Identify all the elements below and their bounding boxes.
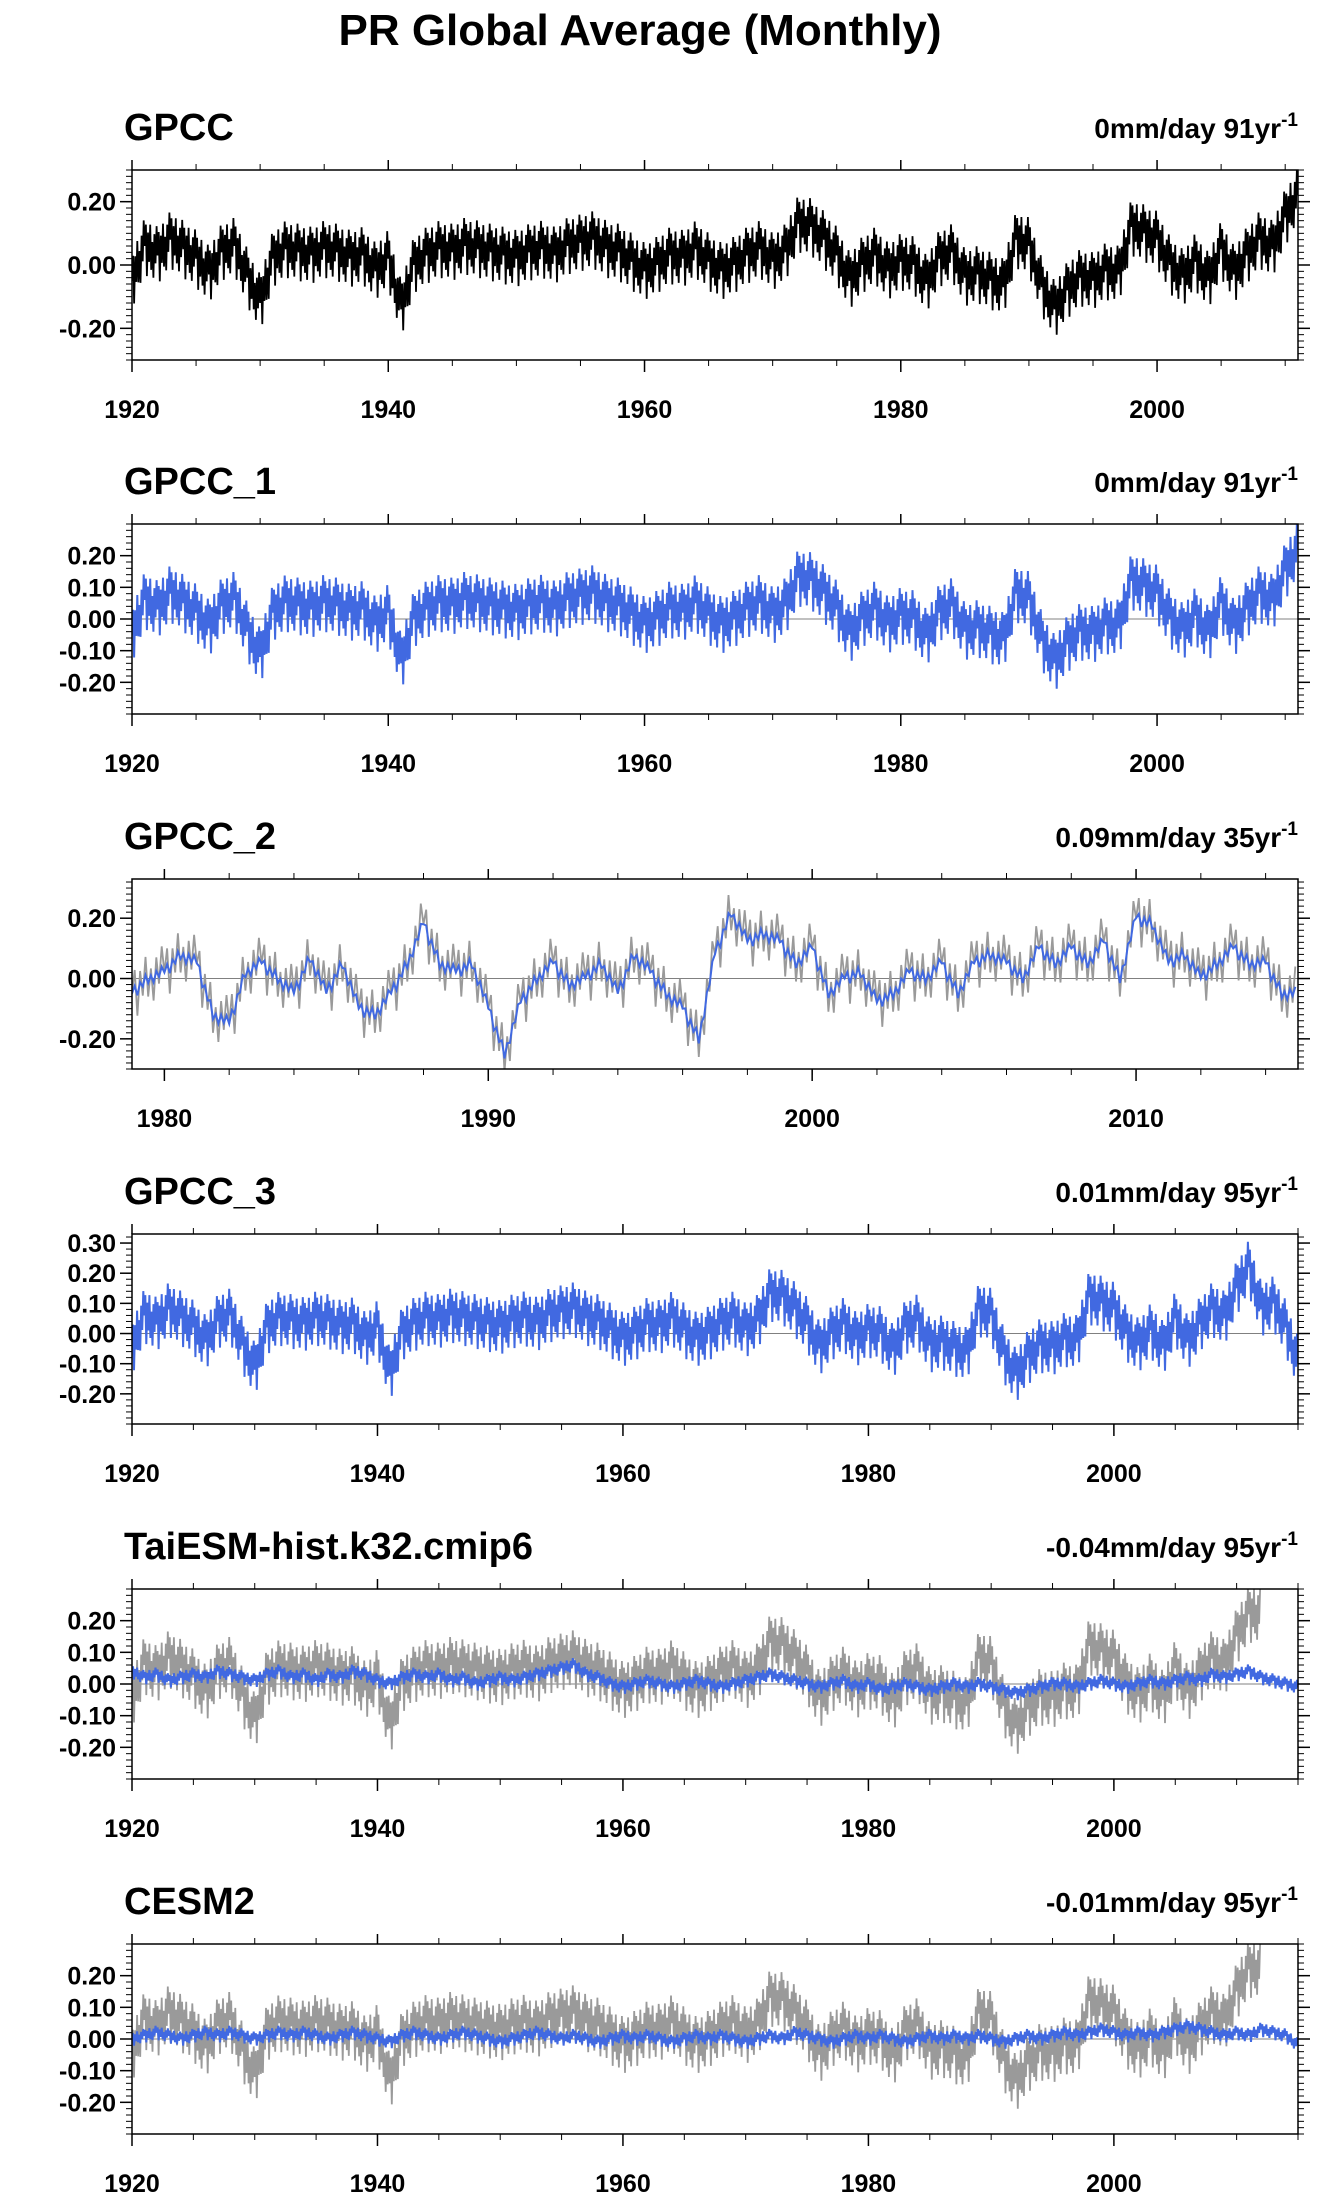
trend-annotation: -0.01mm/day 95yr-1	[1046, 1884, 1298, 1918]
y-tick-label: 0.00	[67, 966, 116, 994]
y-tick-label: -0.10	[59, 2058, 116, 2086]
panel-6: CESM2 -0.01mm/day 95yr-1 1920 1940 1960 1980 2…	[59, 1881, 1310, 2198]
y-tick-label: -0.10	[59, 638, 116, 666]
panel-5: TaiESM-hist.k32.cmip6 -0.04mm/day 95yr-1 1…	[59, 1526, 1310, 1843]
x-tick-label: 1940	[360, 396, 416, 424]
panel-title: CESM2	[124, 1881, 255, 1923]
panel-2: GPCC_1 0mm/day 91yr-1 1920 1940 1960 1980 2000…	[59, 461, 1310, 778]
series-line-model	[132, 1657, 1298, 1701]
series-group	[132, 1944, 1298, 2109]
series-group	[132, 170, 1298, 335]
series-line-model	[132, 1241, 1298, 1400]
series-line-model	[132, 910, 1297, 1059]
x-tick-label: 2010	[1108, 1105, 1164, 1133]
y-tick-label: -0.20	[59, 315, 116, 343]
x-tick-label: 1980	[873, 396, 929, 424]
x-tick-label: 1980	[841, 2170, 897, 2198]
y-tick-label: 0.20	[67, 905, 116, 933]
series-line-model	[132, 2019, 1298, 2049]
trend-annotation: 0.09mm/day 35yr-1	[1055, 819, 1298, 853]
plot-frame	[131, 878, 1299, 1070]
y-tick-label: -0.20	[59, 1026, 116, 1054]
y-tick-label: 0.00	[67, 1321, 116, 1349]
panel-1: GPCC 0mm/day 91yr-1 1920 1940 1960 1980 2000 -0…	[59, 107, 1310, 424]
panel-title: GPCC_3	[124, 1171, 276, 1213]
x-tick-label: 2000	[1086, 1815, 1142, 1843]
x-tick-label: 1960	[595, 1460, 651, 1488]
x-tick-label: 1920	[104, 396, 160, 424]
x-tick-label: 2000	[784, 1105, 840, 1133]
x-tick-label: 2000	[1129, 750, 1185, 778]
y-tick-label: 0.20	[67, 1963, 116, 1991]
y-tick-label: -0.20	[59, 2089, 116, 2117]
y-tick-label: -0.20	[59, 1381, 116, 1409]
y-tick-label: 0.10	[67, 1639, 116, 1667]
x-tick-label: 1940	[350, 1460, 406, 1488]
trend-annotation: 0.01mm/day 95yr-1	[1055, 1174, 1298, 1208]
series-line-model	[132, 524, 1298, 689]
x-tick-label: 1940	[350, 1815, 406, 1843]
y-tick-label: 0.20	[67, 189, 116, 217]
series-line-reference	[132, 895, 1297, 1069]
x-tick-label: 1920	[104, 1460, 160, 1488]
trend-annotation: 0mm/day 91yr-1	[1094, 110, 1298, 144]
y-tick-label: 0.20	[67, 1608, 116, 1636]
x-tick-label: 1980	[137, 1105, 193, 1133]
y-tick-label: 0.20	[67, 543, 116, 571]
series-group	[132, 1241, 1298, 1400]
y-tick-label: -0.20	[59, 669, 116, 697]
x-tick-label: 1980	[873, 750, 929, 778]
x-tick-label: 1960	[595, 2170, 651, 2198]
y-tick-label: -0.20	[59, 1734, 116, 1762]
series-line-reference	[132, 1944, 1262, 2109]
y-tick-label: 0.00	[67, 1671, 116, 1699]
panel-title: GPCC_2	[124, 816, 276, 858]
panel-title: GPCC_1	[124, 461, 276, 503]
x-tick-label: 2000	[1129, 396, 1185, 424]
series-group	[132, 524, 1298, 689]
y-tick-label: 0.20	[67, 1260, 116, 1288]
x-tick-label: 1960	[617, 750, 673, 778]
x-tick-label: 1940	[350, 2170, 406, 2198]
x-tick-label: 2000	[1086, 1460, 1142, 1488]
panel-title: TaiESM-hist.k32.cmip6	[124, 1526, 533, 1568]
y-tick-label: 0.10	[67, 1290, 116, 1318]
series-line-observed	[132, 170, 1298, 335]
panel-title: GPCC	[124, 107, 234, 149]
series-group	[132, 895, 1297, 1069]
x-tick-label: 1940	[360, 750, 416, 778]
y-tick-label: -0.10	[59, 1351, 116, 1379]
trend-annotation: 0mm/day 91yr-1	[1094, 464, 1298, 498]
x-tick-label: 1990	[460, 1105, 516, 1133]
series-group	[132, 1589, 1298, 1754]
x-tick-label: 1980	[841, 1460, 897, 1488]
y-tick-label: 0.00	[67, 252, 116, 280]
x-tick-label: 1980	[841, 1815, 897, 1843]
y-tick-label: 0.00	[67, 606, 116, 634]
x-tick-label: 1960	[617, 396, 673, 424]
y-tick-label: 0.30	[67, 1230, 116, 1258]
panel-4: GPCC_3 0.01mm/day 95yr-1 1920 1940 1960 1980 2…	[59, 1171, 1310, 1488]
y-tick-label: -0.10	[59, 1703, 116, 1731]
figure-title: PR Global Average (Monthly)	[338, 6, 941, 55]
panels-container: GPCC 0mm/day 91yr-1 1920 1940 1960 1980 2000 -0…	[59, 107, 1310, 2198]
x-tick-label: 2000	[1086, 2170, 1142, 2198]
panel-3: GPCC_2 0.09mm/day 35yr-1 1980 1990 2000 2010 -…	[59, 816, 1310, 1133]
trend-annotation: -0.04mm/day 95yr-1	[1046, 1529, 1298, 1563]
series-line-reference	[132, 1589, 1262, 1754]
x-tick-label: 1920	[104, 2170, 160, 2198]
x-tick-label: 1960	[595, 1815, 651, 1843]
y-tick-label: 0.10	[67, 574, 116, 602]
x-tick-label: 1920	[104, 1815, 160, 1843]
y-tick-label: 0.00	[67, 2026, 116, 2054]
y-tick-label: 0.10	[67, 1994, 116, 2022]
x-tick-label: 1920	[104, 750, 160, 778]
plot-frame	[131, 1233, 1299, 1425]
